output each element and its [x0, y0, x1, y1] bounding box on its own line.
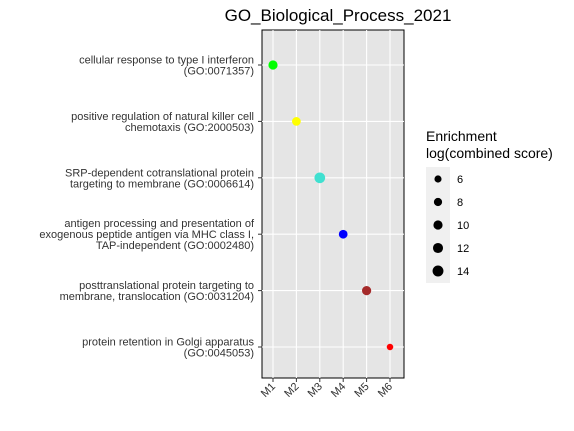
y-tick-label: membrane, translocation (GO:0031204) — [60, 291, 254, 303]
data-point — [292, 117, 301, 126]
data-point — [362, 286, 372, 296]
legend-key — [434, 175, 442, 183]
chart-title: GO_Biological_Process_2021 — [225, 6, 452, 25]
data-point — [314, 172, 326, 184]
x-axis: M1 M2 M3 M4 M5 M6 — [259, 378, 395, 400]
legend-label: 6 — [457, 174, 463, 186]
data-points — [268, 60, 394, 351]
y-tick-label: positive regulation of natural killer ce… — [71, 111, 254, 123]
plot-panel — [261, 29, 405, 379]
y-tick-label: targeting to membrane (GO:0006614) — [70, 178, 254, 190]
y-tick-label: (GO:0045053) — [184, 348, 254, 360]
legend-title-line-2: log(combined score) — [426, 145, 553, 161]
data-point — [386, 343, 394, 351]
y-tick-label: TAP-independent (GO:0002480) — [96, 240, 254, 252]
x-tick-label: M2 — [282, 381, 301, 400]
data-point — [268, 60, 278, 70]
x-tick-label: M3 — [306, 381, 325, 400]
y-tick-label: antigen processing and presentation of — [64, 218, 255, 230]
legend-key — [433, 197, 443, 207]
y-tick-label: exogenous peptide antigen via MHC class … — [39, 229, 254, 241]
legend-title-line-1: Enrichment — [426, 128, 497, 144]
legend-label: 8 — [457, 197, 463, 209]
y-tick-label: chemotaxis (GO:2000503) — [125, 122, 254, 134]
x-tick-label: M4 — [329, 381, 348, 400]
x-tick-label: M5 — [352, 381, 371, 400]
legend-label: 12 — [457, 243, 469, 255]
legend: Enrichment log(combined score) 6 8 10 12 14 — [426, 128, 553, 283]
y-tick-label: (GO:0071357) — [184, 66, 254, 78]
legend-key — [433, 220, 443, 230]
legend-key — [432, 242, 444, 254]
y-tick-label: posttranslational protein targeting to — [79, 280, 254, 292]
legend-key — [432, 265, 444, 277]
x-tick-label: M1 — [259, 381, 278, 400]
grid-lines — [262, 30, 404, 378]
y-tick-label: protein retention in Golgi apparatus — [82, 337, 254, 349]
data-point — [338, 229, 348, 239]
x-tick-label: M6 — [376, 381, 395, 400]
y-tick-label: cellular response to type I interferon — [79, 55, 254, 67]
legend-label: 10 — [457, 220, 469, 232]
y-tick-label: SRP-dependent cotranslational protein — [65, 167, 254, 179]
y-axis: cellular response to type I interferon(G… — [39, 55, 262, 360]
legend-label: 14 — [457, 266, 469, 278]
